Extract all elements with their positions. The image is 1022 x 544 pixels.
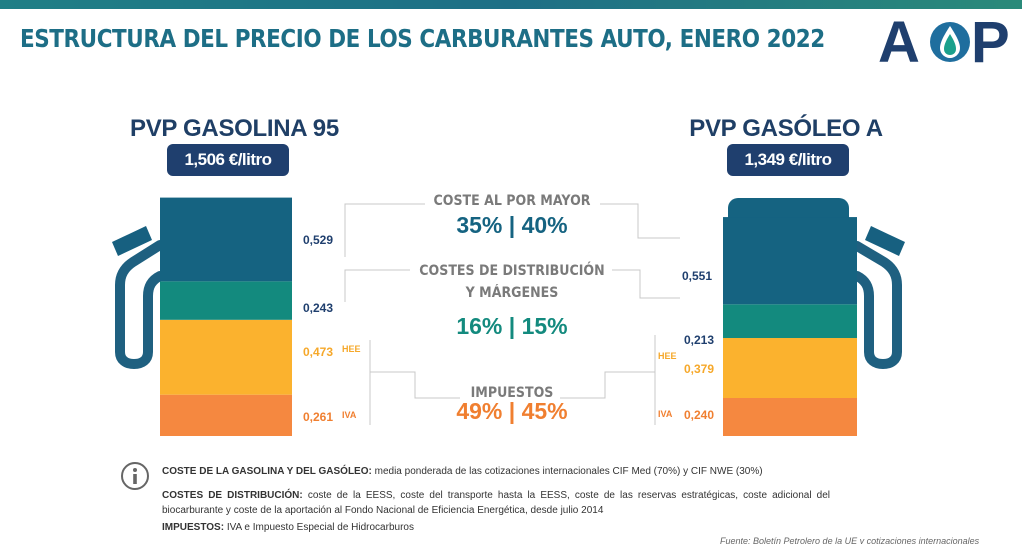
value-label-iee-gasoline: 0,473 (303, 345, 334, 359)
connector-wholesale-right (600, 203, 680, 239)
category-label-distribution: COSTES DE DISTRIBUCIÓN (419, 263, 605, 279)
source-note: Fuente: Boletín Petrolero de la UE y cot… (720, 536, 980, 544)
value-label-distribution-gasoline: 0,243 (303, 301, 334, 315)
info-icon (121, 462, 149, 490)
gasoline-nozzle-handle (115, 240, 165, 369)
tag-label-iee-gasoline: HEE (342, 344, 361, 354)
connector-lines (344, 203, 680, 425)
bar-segment-iee-diesel (723, 338, 857, 399)
value-label-iva-diesel: 0,240 (684, 408, 715, 422)
bar-segment-distribution-gasoline (160, 281, 292, 320)
connector-wholesale-left (344, 203, 425, 257)
connector-taxes-left (369, 340, 460, 399)
connector-taxes-right (560, 335, 656, 399)
value-label-distribution-diesel: 0,213 (684, 333, 715, 347)
category-pct-distribution: 16% | 15% (456, 313, 568, 339)
gasoline-nozzle-tip (112, 226, 152, 256)
bar-segment-distribution-diesel (723, 304, 857, 339)
note-taxes: IMPUESTOS: IVA e Impuesto Especial de Hi… (162, 522, 414, 533)
category-pct-wholesale: 35% | 40% (456, 212, 568, 238)
connector-distribution-left (344, 269, 410, 302)
aop-logo: A P (878, 12, 1010, 68)
diesel-nozzle-tip (865, 226, 905, 256)
page-title: ESTRUCTURA DEL PRECIO DE LOS CARBURANTES… (20, 24, 825, 53)
price-badge-gasoline: 1,506 €/litro (167, 144, 289, 176)
tag-label-iva-gasoline: IVA (342, 410, 357, 420)
bar-segment-iva-diesel (723, 398, 857, 436)
category-label-taxes: IMPUESTOS (470, 385, 554, 401)
svg-text:A: A (878, 12, 920, 68)
top-accent-bar (0, 0, 1022, 9)
category-label-wholesale: COSTE AL POR MAYOR (433, 193, 591, 209)
pump-title-gasoline: PVP GASOLINA 95 (130, 115, 339, 142)
value-label-wholesale-diesel: 0,551 (682, 269, 713, 283)
note-distribution: COSTES DE DISTRIBUCIÓN: coste de la EESS… (162, 490, 830, 516)
svg-text:P: P (971, 12, 1010, 68)
value-label-iee-diesel: 0,379 (684, 362, 715, 376)
value-label-iva-gasoline: 0,261 (303, 410, 334, 424)
bar-segment-wholesale-diesel (723, 217, 857, 305)
value-label-wholesale-gasoline: 0,529 (303, 233, 334, 247)
connector-distribution-right (612, 269, 680, 299)
price-badge-diesel: 1,349 €/litro (727, 144, 849, 176)
bar-segment-iee-gasoline (160, 319, 292, 395)
bar-segment-iva-gasoline (160, 394, 292, 436)
pump-title-diesel: PVP GASÓLEO A (689, 115, 883, 142)
category-pct-taxes: 49% | 45% (456, 398, 568, 424)
category-label-distribution-line2: Y MÁRGENES (465, 285, 559, 301)
diesel-nozzle-handle (852, 241, 902, 369)
tag-label-iee-diesel: HEE (658, 351, 677, 361)
bar-segment-wholesale-gasoline (160, 197, 292, 282)
tag-label-iva-diesel: IVA (658, 409, 673, 419)
note-fuel-cost: COSTE DE LA GASOLINA Y DEL GASÓLEO: medi… (162, 466, 763, 477)
